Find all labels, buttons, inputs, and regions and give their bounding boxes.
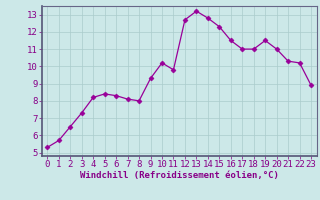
- X-axis label: Windchill (Refroidissement éolien,°C): Windchill (Refroidissement éolien,°C): [80, 171, 279, 180]
